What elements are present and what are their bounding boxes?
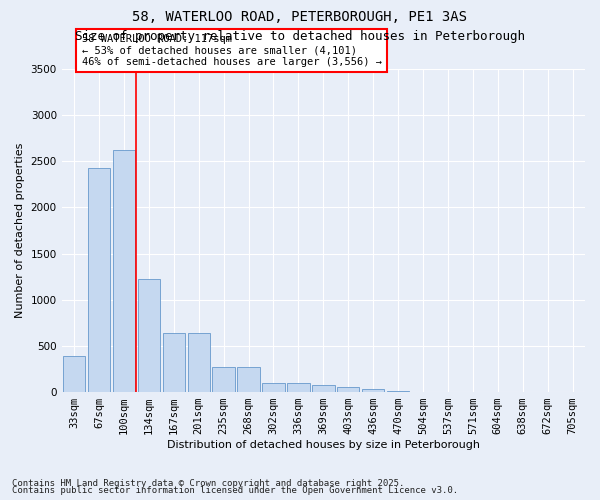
Text: 58, WATERLOO ROAD, PETERBOROUGH, PE1 3AS: 58, WATERLOO ROAD, PETERBOROUGH, PE1 3AS bbox=[133, 10, 467, 24]
Bar bbox=[387, 391, 409, 392]
X-axis label: Distribution of detached houses by size in Peterborough: Distribution of detached houses by size … bbox=[167, 440, 480, 450]
Bar bbox=[188, 333, 210, 392]
Bar bbox=[63, 356, 85, 392]
Bar bbox=[113, 150, 135, 392]
Text: Contains public sector information licensed under the Open Government Licence v3: Contains public sector information licen… bbox=[12, 486, 458, 495]
Text: Size of property relative to detached houses in Peterborough: Size of property relative to detached ho… bbox=[75, 30, 525, 43]
Text: Contains HM Land Registry data © Crown copyright and database right 2025.: Contains HM Land Registry data © Crown c… bbox=[12, 478, 404, 488]
Bar bbox=[212, 367, 235, 392]
Bar bbox=[312, 385, 335, 392]
Text: 58 WATERLOO ROAD: 117sqm
← 53% of detached houses are smaller (4,101)
46% of sem: 58 WATERLOO ROAD: 117sqm ← 53% of detach… bbox=[82, 34, 382, 67]
Bar bbox=[362, 390, 385, 392]
Bar bbox=[287, 383, 310, 392]
Y-axis label: Number of detached properties: Number of detached properties bbox=[15, 143, 25, 318]
Bar bbox=[88, 168, 110, 392]
Bar bbox=[337, 388, 359, 392]
Bar bbox=[137, 278, 160, 392]
Bar bbox=[262, 383, 285, 392]
Bar bbox=[163, 333, 185, 392]
Bar bbox=[238, 367, 260, 392]
